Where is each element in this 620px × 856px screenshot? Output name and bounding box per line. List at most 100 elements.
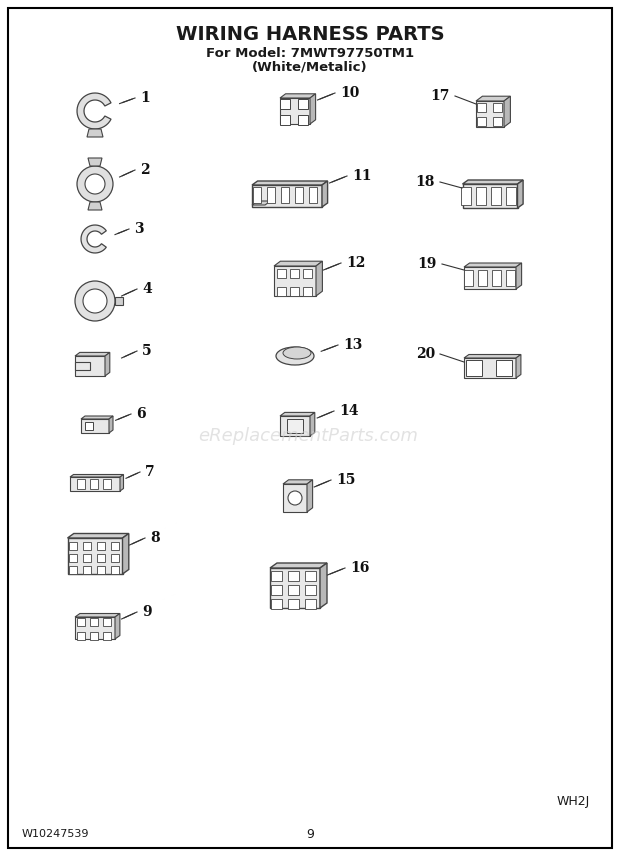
Text: 9: 9: [306, 828, 314, 841]
Bar: [277, 269, 286, 278]
Text: For Model: 7MWT97750TM1: For Model: 7MWT97750TM1: [206, 46, 414, 60]
Bar: [103, 479, 111, 489]
Polygon shape: [81, 225, 106, 253]
Bar: [491, 187, 501, 205]
Bar: [287, 419, 303, 433]
Text: 11: 11: [352, 169, 371, 183]
Polygon shape: [87, 129, 103, 137]
Bar: [295, 187, 303, 203]
Polygon shape: [75, 356, 105, 376]
Bar: [69, 566, 77, 574]
Polygon shape: [464, 354, 521, 358]
Bar: [103, 632, 111, 640]
Text: 16: 16: [350, 561, 370, 575]
Bar: [271, 599, 282, 609]
Bar: [111, 554, 119, 562]
Text: (White/Metalic): (White/Metalic): [252, 61, 368, 74]
Polygon shape: [476, 101, 504, 127]
Polygon shape: [280, 416, 310, 436]
Bar: [90, 479, 98, 489]
Bar: [466, 360, 482, 376]
Bar: [506, 270, 515, 286]
Polygon shape: [283, 484, 307, 512]
Polygon shape: [518, 180, 523, 208]
Text: 17: 17: [431, 89, 450, 103]
Bar: [77, 632, 85, 640]
Polygon shape: [115, 297, 123, 305]
Polygon shape: [464, 358, 516, 378]
Polygon shape: [307, 480, 312, 512]
Bar: [464, 270, 473, 286]
Bar: [280, 99, 290, 109]
Polygon shape: [88, 158, 102, 166]
Text: 5: 5: [142, 344, 152, 358]
Ellipse shape: [276, 347, 314, 365]
Polygon shape: [115, 614, 120, 639]
Polygon shape: [252, 185, 322, 207]
Bar: [305, 599, 316, 609]
Polygon shape: [252, 201, 270, 205]
Bar: [90, 618, 98, 626]
Polygon shape: [476, 96, 510, 101]
Text: eReplacementParts.com: eReplacementParts.com: [198, 427, 418, 445]
Polygon shape: [316, 261, 322, 296]
Bar: [83, 554, 91, 562]
Polygon shape: [280, 413, 315, 416]
Bar: [77, 618, 85, 626]
Text: 8: 8: [150, 531, 159, 545]
Polygon shape: [70, 477, 120, 491]
Bar: [309, 187, 317, 203]
Bar: [97, 554, 105, 562]
Polygon shape: [270, 568, 320, 608]
Bar: [288, 585, 299, 595]
Polygon shape: [81, 419, 109, 433]
Text: WIRING HARNESS PARTS: WIRING HARNESS PARTS: [175, 25, 445, 44]
Ellipse shape: [283, 347, 311, 359]
Bar: [111, 566, 119, 574]
Polygon shape: [463, 184, 518, 208]
Text: 15: 15: [336, 473, 355, 487]
Polygon shape: [283, 480, 312, 484]
Polygon shape: [320, 563, 327, 608]
Text: 18: 18: [415, 175, 435, 189]
Bar: [267, 187, 275, 203]
Polygon shape: [75, 362, 90, 370]
Bar: [277, 287, 286, 296]
Polygon shape: [105, 353, 110, 376]
Polygon shape: [310, 413, 315, 436]
Polygon shape: [70, 474, 123, 477]
Polygon shape: [463, 180, 523, 184]
Bar: [69, 542, 77, 550]
Polygon shape: [322, 181, 327, 207]
Bar: [303, 287, 312, 296]
Circle shape: [77, 166, 113, 202]
Text: 13: 13: [343, 338, 362, 352]
Polygon shape: [68, 533, 129, 538]
Bar: [477, 103, 486, 112]
Text: 7: 7: [145, 465, 154, 479]
Polygon shape: [464, 263, 521, 267]
Bar: [305, 571, 316, 581]
Text: 6: 6: [136, 407, 146, 421]
Bar: [476, 187, 486, 205]
Polygon shape: [504, 96, 510, 127]
Bar: [90, 632, 98, 640]
Bar: [69, 554, 77, 562]
Circle shape: [288, 491, 302, 505]
Text: 9: 9: [142, 605, 152, 619]
Bar: [77, 479, 85, 489]
Bar: [288, 571, 299, 581]
Text: WH2J: WH2J: [557, 794, 590, 807]
Bar: [493, 103, 502, 112]
Bar: [496, 360, 512, 376]
Circle shape: [75, 281, 115, 321]
Polygon shape: [68, 538, 123, 574]
Text: 1: 1: [140, 91, 150, 105]
Polygon shape: [81, 416, 113, 419]
Polygon shape: [123, 533, 129, 574]
Text: W10247539: W10247539: [22, 829, 89, 839]
Polygon shape: [75, 353, 110, 356]
Circle shape: [83, 289, 107, 313]
Polygon shape: [274, 266, 316, 296]
Polygon shape: [252, 181, 327, 185]
